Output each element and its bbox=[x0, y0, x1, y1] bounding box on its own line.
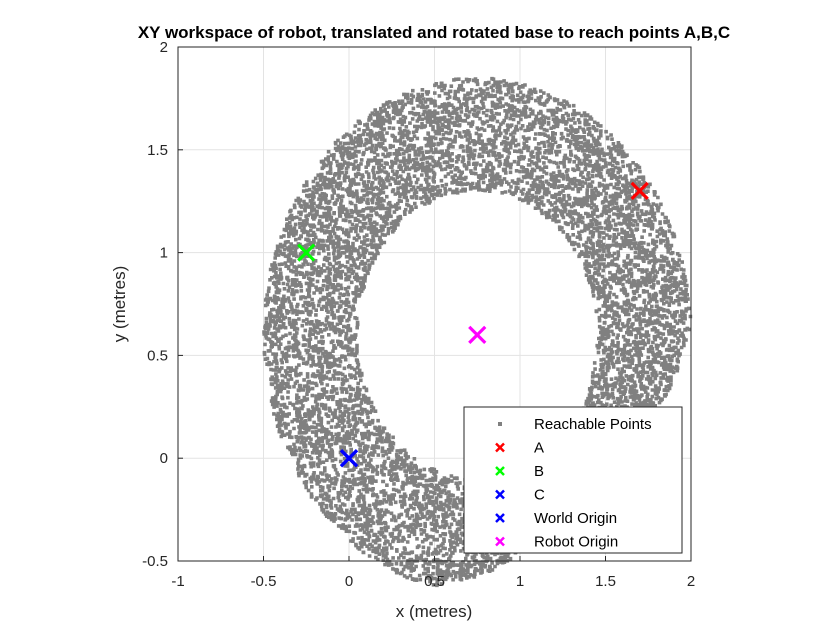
y-tick-label: 1.5 bbox=[147, 142, 168, 159]
legend-label-c: C bbox=[534, 487, 545, 504]
x-tick-label: -1 bbox=[171, 573, 184, 590]
legend: Reachable Points ABC World Origin Robot Ori… bbox=[463, 406, 683, 554]
marker-a bbox=[630, 181, 649, 201]
x-tick-label: 0.5 bbox=[424, 573, 445, 590]
x-tick-label: 2 bbox=[687, 573, 695, 590]
legend-label-b: B bbox=[534, 463, 544, 480]
y-tick-label: 2 bbox=[160, 39, 168, 56]
x-tick-label: 0 bbox=[345, 573, 353, 590]
legend-swatch-c bbox=[495, 489, 505, 500]
legend-swatch-world-origin bbox=[495, 513, 505, 523]
legend-swatch-reachable-points bbox=[498, 422, 502, 426]
legend-items: Reachable Points ABC World Origin Robot Ori… bbox=[495, 416, 652, 551]
axis-ticks: -1 -0.5 0 0.5 1 1.5 2-0.500.511.52 bbox=[142, 39, 695, 590]
legend-swatch-b bbox=[495, 466, 505, 476]
y-tick-label: 0 bbox=[160, 450, 168, 467]
y-tick-label: 1 bbox=[160, 245, 168, 262]
marker-b bbox=[297, 243, 316, 262]
y-tick-label: -0.5 bbox=[142, 553, 168, 570]
marker-robot-origin bbox=[468, 325, 487, 344]
reachable-points bbox=[262, 76, 693, 588]
x-tick-label: 1.5 bbox=[595, 573, 616, 590]
y-axis-label: y (metres) bbox=[110, 266, 129, 343]
y-tick-label: 0.5 bbox=[147, 347, 168, 364]
reachable-points-cloud bbox=[262, 76, 693, 588]
legend-swatch-a bbox=[495, 442, 505, 453]
legend-box bbox=[463, 406, 683, 554]
legend-label-robot-origin: Robot Origin bbox=[534, 534, 618, 551]
legend-label-world-origin: World Origin bbox=[534, 510, 617, 527]
marker-world-origin bbox=[339, 449, 359, 468]
legend-swatch-robot-origin bbox=[495, 536, 505, 547]
x-axis-label: x (metres) bbox=[396, 602, 473, 621]
chart-title: XY workspace of robot, translated and ro… bbox=[138, 23, 730, 42]
legend-label-a: A bbox=[534, 440, 544, 457]
x-tick-label: -0.5 bbox=[251, 573, 277, 590]
x-tick-label: 1 bbox=[516, 573, 524, 590]
legend-label-reachable-points: Reachable Points bbox=[534, 416, 652, 433]
key-point-markers bbox=[297, 181, 649, 468]
